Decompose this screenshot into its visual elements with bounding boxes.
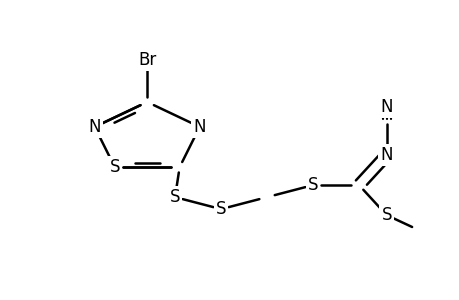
Text: N: N xyxy=(380,146,392,164)
Text: S: S xyxy=(169,188,180,206)
Text: S: S xyxy=(215,200,226,218)
Text: N: N xyxy=(193,118,206,136)
Text: S: S xyxy=(381,206,391,224)
Text: S: S xyxy=(109,158,120,176)
Text: N: N xyxy=(88,118,101,136)
Text: N: N xyxy=(380,98,392,116)
Text: S: S xyxy=(307,176,318,194)
Text: Br: Br xyxy=(138,51,156,69)
